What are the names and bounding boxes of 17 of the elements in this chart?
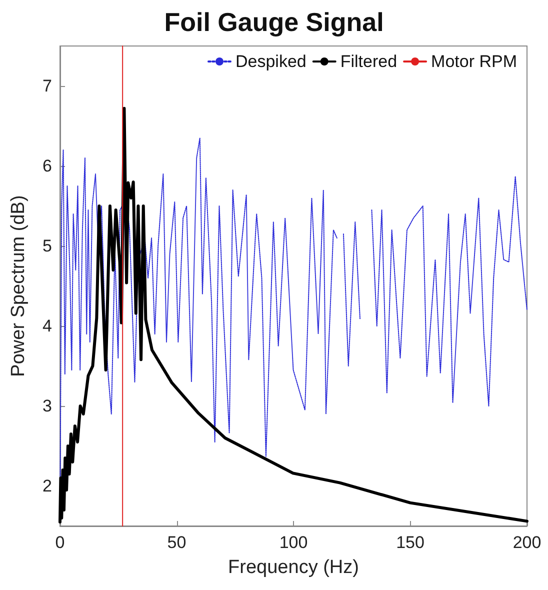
y-axis-title: Power Spectrum (dB) (8, 195, 29, 377)
x-axis-title: Frequency (Hz) (228, 557, 359, 578)
y-tick-label: 4 (42, 316, 52, 336)
x-tick-label: 150 (396, 533, 424, 552)
x-tick-label: 50 (167, 533, 186, 552)
legend-label: Motor RPM (431, 52, 518, 71)
y-tick-label: 7 (42, 76, 52, 96)
chart-title: Foil Gauge Signal (164, 7, 384, 37)
x-tick-label: 100 (279, 533, 308, 552)
legend-label: Filtered (340, 52, 398, 71)
x-tick-label: 200 (512, 533, 542, 552)
y-tick-label: 3 (42, 396, 52, 416)
y-tick-label: 6 (42, 156, 52, 176)
y-tick-label: 2 (42, 476, 52, 496)
x-tick-label: 0 (55, 533, 65, 552)
legend-label: Despiked (235, 52, 306, 71)
y-tick-label: 5 (42, 236, 52, 256)
